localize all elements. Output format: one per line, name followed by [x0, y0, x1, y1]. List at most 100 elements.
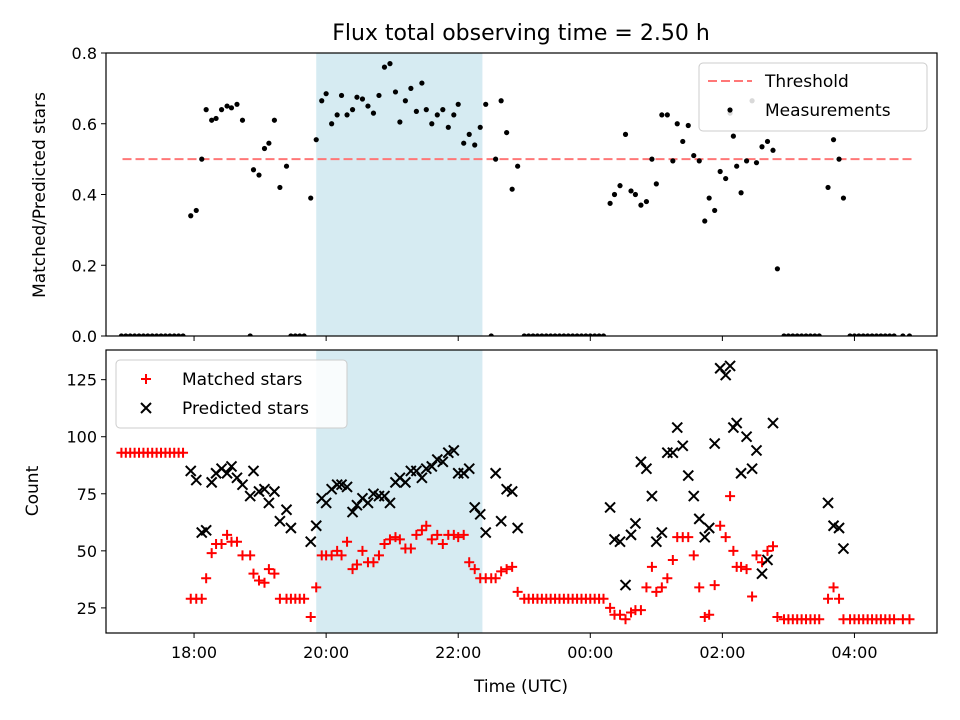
data-point-measurements	[836, 156, 842, 162]
data-point-measurements	[812, 333, 818, 336]
data-point-measurements	[706, 195, 712, 201]
bottom-y-tick-label: 100	[66, 428, 97, 447]
data-point-measurements	[472, 142, 478, 148]
data-point-measurements	[574, 333, 580, 336]
data-point-predicted-stars	[740, 431, 753, 443]
data-point-measurements	[440, 107, 446, 113]
data-point-measurements	[445, 124, 451, 130]
data-point-measurements	[730, 133, 736, 139]
data-point-measurements	[578, 333, 585, 336]
data-point-matched-stars	[889, 614, 900, 625]
data-point-measurements	[764, 138, 771, 145]
data-point-matched-stars	[336, 550, 347, 561]
x-tick-label: 20:00	[303, 643, 349, 662]
data-point-measurements	[717, 168, 723, 175]
legend-measurements-label: Measurements	[765, 101, 891, 121]
data-point-predicted-stars	[699, 531, 711, 543]
data-point-measurements	[171, 333, 177, 336]
data-point-measurements	[154, 333, 160, 336]
data-point-matched-stars	[667, 554, 678, 565]
data-point-predicted-stars	[730, 417, 743, 429]
data-point-matched-stars	[390, 532, 401, 543]
data-point-measurements	[799, 333, 805, 336]
data-point-matched-stars	[709, 580, 720, 591]
data-point-measurements	[213, 115, 219, 122]
data-point-measurements	[790, 333, 796, 336]
data-point-measurements	[856, 333, 862, 336]
data-point-matched-stars	[305, 612, 316, 623]
data-point-measurements	[869, 333, 875, 336]
data-point-measurements	[199, 156, 205, 162]
data-point-measurements	[193, 207, 199, 214]
data-point-measurements	[556, 333, 563, 336]
data-point-measurements	[132, 333, 138, 336]
data-point-matched-stars	[351, 559, 362, 570]
data-point-matched-stars	[720, 532, 731, 543]
data-point-matched-stars	[411, 529, 422, 540]
data-point-matched-stars	[178, 447, 189, 458]
data-point-matched-stars	[741, 564, 752, 575]
data-point-matched-stars	[747, 591, 758, 602]
data-point-measurements	[906, 333, 913, 336]
data-point-measurements	[561, 333, 567, 336]
top-plot-area: 0.0 0.2 0.4 0.6 0.8 Threshold Measurements	[72, 44, 938, 346]
data-point-matched-stars	[507, 561, 518, 572]
data-point-predicted-stars	[629, 517, 642, 530]
data-point-measurements	[218, 107, 225, 113]
data-point-predicted-stars	[646, 490, 658, 502]
data-point-measurements	[297, 333, 303, 336]
top-y-axis-label: Matched/Predicted stars	[30, 92, 50, 298]
data-point-measurements	[712, 207, 718, 214]
data-point-measurements	[209, 117, 215, 123]
data-point-predicted-stars	[185, 465, 197, 477]
data-point-predicted-stars	[437, 456, 449, 468]
data-point-matched-stars	[448, 529, 459, 540]
data-point-measurements	[649, 156, 655, 162]
data-point-predicted-stars	[221, 467, 233, 479]
data-point-measurements	[887, 333, 893, 336]
data-point-matched-stars	[231, 536, 242, 547]
data-point-matched-stars	[259, 577, 270, 588]
data-point-measurements	[402, 98, 408, 104]
data-point-predicted-stars	[640, 462, 653, 475]
data-point-matched-stars	[620, 614, 631, 625]
data-point-predicted-stars	[244, 490, 256, 502]
x-tick-label: 04:00	[831, 643, 877, 662]
bottom-marks	[116, 360, 915, 625]
data-point-predicted-stars	[362, 497, 374, 509]
data-point-measurements	[785, 333, 792, 336]
data-point-matched-stars	[326, 550, 337, 561]
data-point-measurements	[266, 140, 272, 146]
data-point-matched-stars	[615, 609, 626, 620]
data-point-measurements	[753, 160, 760, 166]
data-point-measurements	[323, 91, 329, 97]
bottom-legend-box	[115, 359, 348, 429]
data-point-measurements	[349, 107, 356, 113]
data-point-measurements	[691, 152, 697, 159]
x-tick-label: 18:00	[171, 643, 217, 662]
data-point-predicted-stars	[682, 469, 694, 482]
data-point-matched-stars	[347, 564, 358, 575]
data-point-matched-stars	[437, 538, 448, 549]
data-point-measurements	[653, 181, 659, 187]
legend-matched-marker	[141, 374, 151, 384]
data-point-measurements	[158, 333, 164, 336]
data-point-matched-stars	[512, 586, 523, 597]
data-point-matched-stars	[768, 541, 779, 552]
data-point-predicted-stars	[667, 446, 679, 459]
data-point-matched-stars	[496, 566, 507, 577]
data-point-matched-stars	[379, 538, 390, 549]
data-point-matched-stars	[311, 582, 322, 593]
data-point-predicted-stars	[625, 529, 637, 541]
data-point-predicted-stars	[750, 444, 763, 457]
data-point-predicted-stars	[280, 504, 293, 516]
data-point-measurements	[583, 333, 589, 336]
data-point-measurements	[847, 333, 853, 336]
data-point-measurements	[277, 184, 283, 191]
data-point-matched-stars	[626, 607, 637, 618]
data-point-measurements	[882, 333, 888, 336]
data-point-measurements	[256, 172, 262, 178]
data-point-predicted-stars	[416, 472, 428, 484]
data-point-matched-stars	[245, 550, 256, 561]
data-point-measurements	[548, 333, 554, 336]
